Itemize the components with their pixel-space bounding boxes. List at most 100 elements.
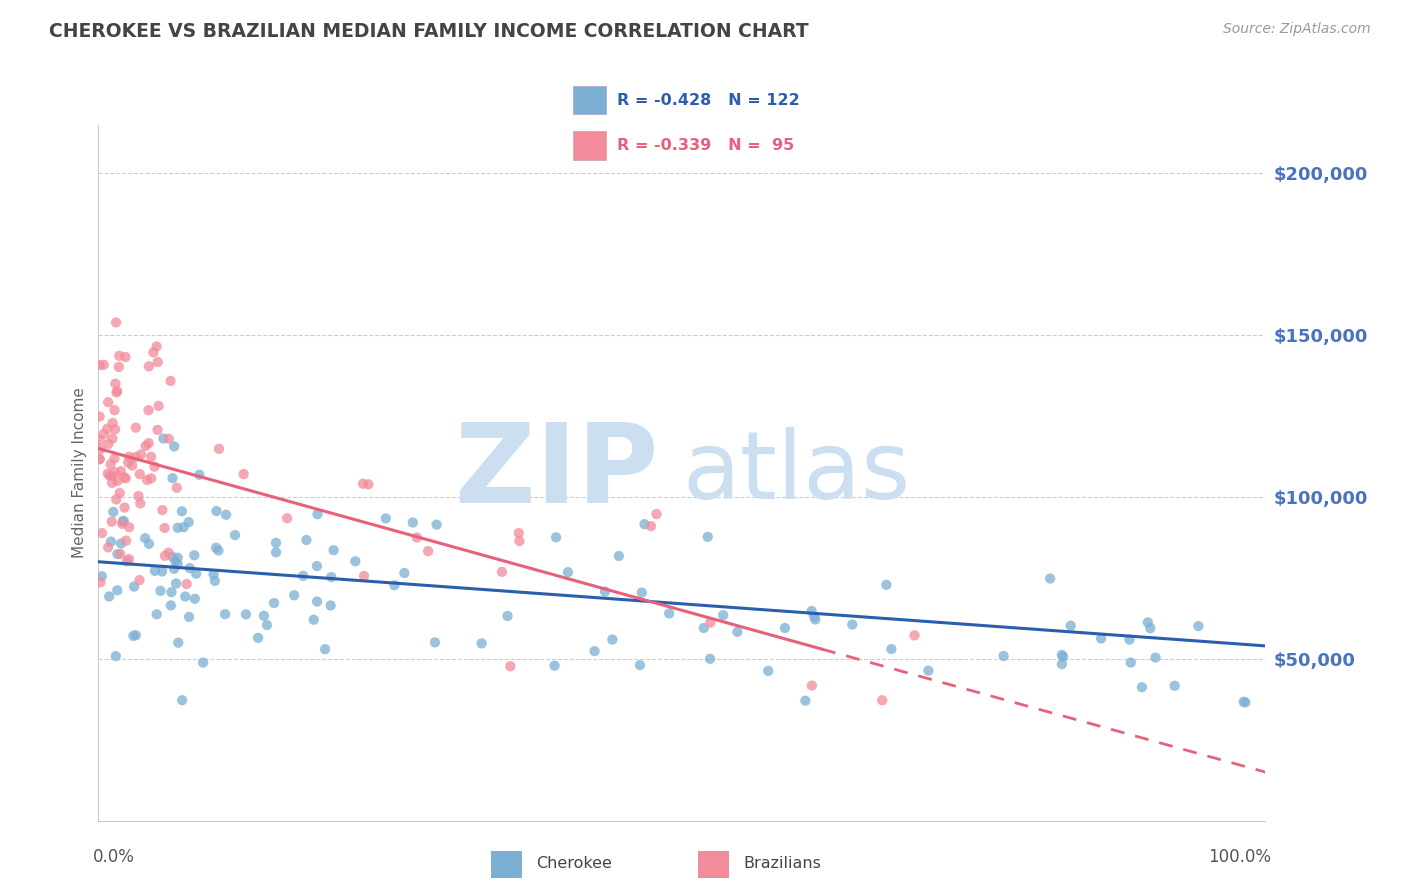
Point <box>115 533 138 548</box>
Point <box>159 374 181 388</box>
Point <box>115 554 138 568</box>
Point <box>163 562 186 576</box>
Point <box>136 473 159 487</box>
Point <box>215 508 238 522</box>
Text: 0.0%: 0.0% <box>93 848 135 866</box>
Point <box>993 648 1015 663</box>
Point <box>145 607 167 622</box>
Text: Brazilians: Brazilians <box>742 855 821 871</box>
Text: Source: ZipAtlas.com: Source: ZipAtlas.com <box>1223 22 1371 37</box>
Point <box>170 504 193 518</box>
Text: R = -0.428   N = 122: R = -0.428 N = 122 <box>617 93 800 108</box>
Point <box>508 526 530 541</box>
Point <box>1052 649 1074 664</box>
Point <box>112 470 135 484</box>
Point <box>103 505 125 519</box>
Point <box>693 621 716 635</box>
Point <box>135 439 157 453</box>
Point <box>100 457 122 471</box>
Point <box>153 521 176 535</box>
Point <box>253 608 276 623</box>
Point <box>384 578 406 592</box>
Point <box>128 573 150 587</box>
Point <box>870 693 893 707</box>
Point <box>1118 632 1140 647</box>
Point <box>125 628 148 642</box>
Point <box>100 515 122 529</box>
Point <box>394 566 416 580</box>
Point <box>773 621 796 635</box>
Point <box>235 607 257 622</box>
Point <box>89 409 111 424</box>
Point <box>696 530 718 544</box>
Point <box>353 569 375 583</box>
Point <box>276 511 298 525</box>
Point <box>183 548 205 562</box>
Point <box>165 576 187 591</box>
Point <box>157 546 180 560</box>
Point <box>114 500 136 515</box>
Point <box>172 693 194 707</box>
Point <box>1039 572 1062 586</box>
Point <box>295 533 318 547</box>
Point <box>138 436 160 450</box>
Point <box>402 516 425 530</box>
Y-axis label: Median Family Income: Median Family Income <box>72 387 87 558</box>
Point <box>256 618 278 632</box>
FancyBboxPatch shape <box>491 851 523 878</box>
Point <box>176 577 198 591</box>
Point <box>110 536 132 550</box>
Point <box>804 612 827 626</box>
Point <box>903 628 925 642</box>
Point <box>177 610 200 624</box>
Point <box>557 565 579 579</box>
Text: 100.0%: 100.0% <box>1208 848 1271 866</box>
Point <box>101 475 124 490</box>
Point <box>166 550 188 565</box>
Point <box>803 609 825 624</box>
Point <box>114 350 136 364</box>
Point <box>138 403 160 417</box>
Point <box>1163 679 1185 693</box>
Text: Cherokee: Cherokee <box>536 855 612 871</box>
Point <box>138 537 160 551</box>
Point <box>1060 618 1083 632</box>
Point <box>499 659 522 673</box>
Point <box>264 545 287 559</box>
Point <box>111 515 134 529</box>
Point <box>108 349 131 363</box>
Point <box>125 450 148 464</box>
Point <box>105 384 128 399</box>
Point <box>1139 621 1161 635</box>
Point <box>602 632 624 647</box>
Point <box>127 489 149 503</box>
Point <box>1187 619 1209 633</box>
Point <box>305 594 328 608</box>
Point <box>630 585 652 599</box>
Point <box>725 624 748 639</box>
Point <box>129 447 152 461</box>
Point <box>204 574 226 588</box>
Point <box>146 355 169 369</box>
Point <box>163 439 186 453</box>
FancyBboxPatch shape <box>574 131 606 160</box>
Point <box>90 442 112 457</box>
Point <box>1090 632 1112 646</box>
Point <box>321 570 343 584</box>
Point <box>352 476 374 491</box>
Point <box>101 432 124 446</box>
Point <box>263 596 285 610</box>
Point <box>583 644 606 658</box>
Point <box>173 520 195 534</box>
Point <box>302 613 325 627</box>
Point <box>1050 648 1073 662</box>
Point <box>117 456 139 470</box>
Point <box>264 536 287 550</box>
Text: CHEROKEE VS BRAZILIAN MEDIAN FAMILY INCOME CORRELATION CHART: CHEROKEE VS BRAZILIAN MEDIAN FAMILY INCO… <box>49 22 808 41</box>
Point <box>344 554 367 568</box>
Point <box>1234 695 1257 709</box>
Point <box>1233 695 1256 709</box>
Point <box>104 422 127 436</box>
Point <box>232 467 254 481</box>
Point <box>319 599 342 613</box>
